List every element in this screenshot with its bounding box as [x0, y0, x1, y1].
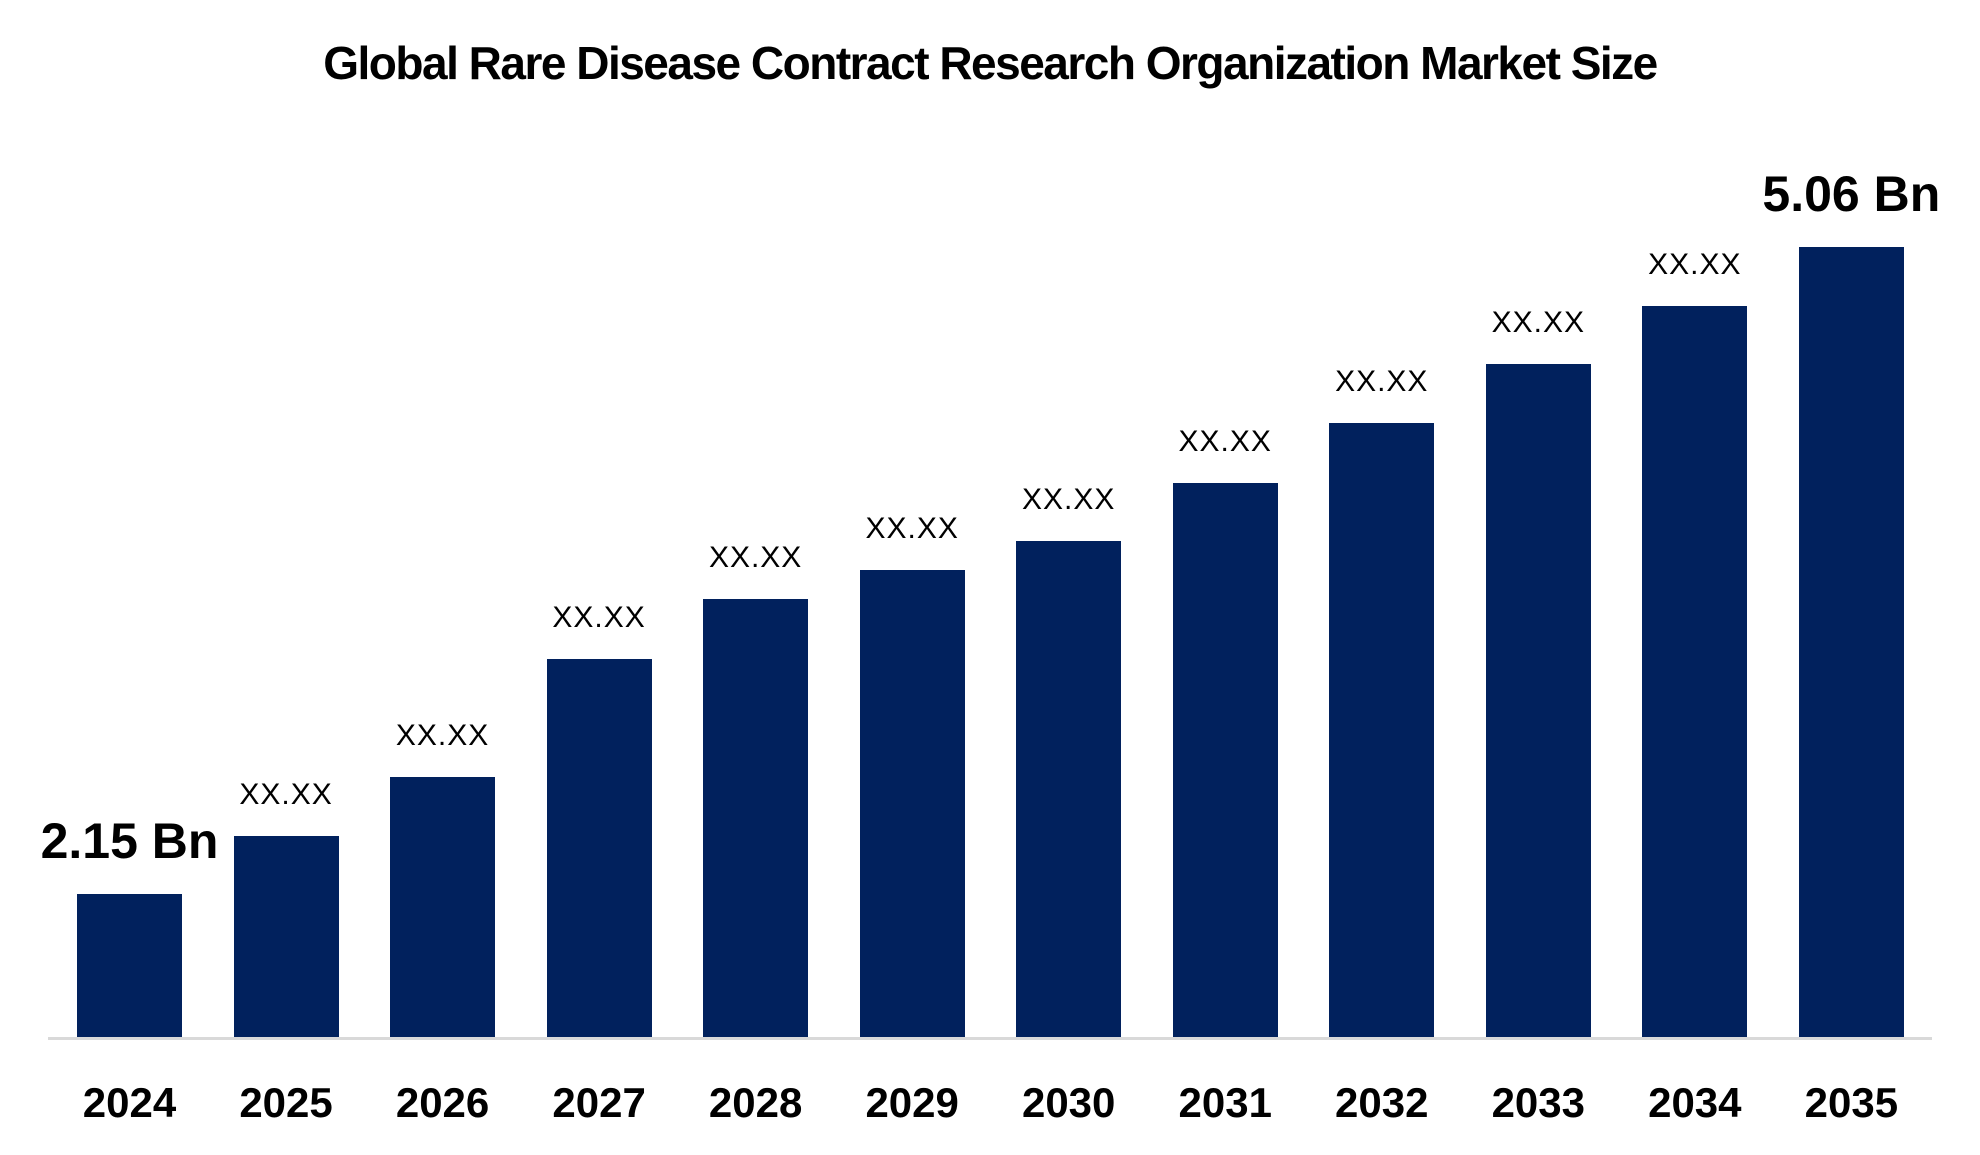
bar-column: XX.XX 2025: [233, 778, 339, 1124]
bar-column: XX.XX 2027: [546, 601, 652, 1124]
bar-column: 2.15 Bn 2024: [41, 816, 219, 1124]
bar-value-label: XX.XX: [1648, 248, 1742, 281]
x-axis-tick-label: 2032: [1335, 1079, 1429, 1126]
bar: [546, 659, 652, 1038]
bar: [233, 836, 339, 1038]
bar-value-label: XX.XX: [552, 601, 646, 634]
bar-value-label: XX.XX: [865, 512, 959, 545]
x-axis-tick-label: 2033: [1491, 1079, 1585, 1126]
bar-column: XX.XX 2026: [390, 719, 496, 1124]
bar: [703, 599, 809, 1038]
bar-column: XX.XX 2031: [1172, 425, 1278, 1124]
bar-value-label: 2.15 Bn: [40, 813, 219, 869]
bar-value-label: XX.XX: [1022, 483, 1116, 516]
bar-column: 5.06 Bn 2035: [1762, 169, 1940, 1124]
x-axis-tick-label: 2025: [239, 1079, 333, 1126]
x-axis-tick-label: 2026: [395, 1079, 490, 1126]
bar: [1172, 483, 1278, 1038]
bar: [1798, 247, 1904, 1038]
bars-row: 2.15 Bn 2024 XX.XX 2025 XX.XX 2026 XX.XX 2027 XX…: [41, 0, 1941, 1124]
bar-value-label: XX.XX: [395, 719, 490, 752]
bar-value-label: 5.06 Bn: [1762, 166, 1941, 222]
bar-column: XX.XX 2029: [859, 512, 965, 1124]
bar-value-label: XX.XX: [239, 778, 333, 811]
bar: [1642, 306, 1748, 1038]
x-axis-tick-label: 2031: [1178, 1079, 1272, 1126]
x-axis-tick-label: 2029: [865, 1079, 959, 1126]
x-axis-tick-label: 2027: [552, 1079, 646, 1126]
x-axis-tick-label: 2030: [1021, 1079, 1116, 1126]
bar-value-label: XX.XX: [1178, 425, 1272, 458]
bar-value-label: XX.XX: [1335, 365, 1429, 398]
x-axis-tick-label: 2028: [708, 1079, 803, 1126]
bar-value-label: XX.XX: [1491, 306, 1585, 339]
bar: [1016, 541, 1122, 1038]
x-axis-tick-label: 2034: [1648, 1079, 1742, 1126]
bar-column: XX.XX 2034: [1642, 248, 1748, 1124]
bar: [859, 570, 965, 1038]
bar-column: XX.XX 2028: [703, 541, 809, 1124]
bar-value-label: XX.XX: [708, 541, 803, 574]
x-axis-tick-label: 2024: [82, 1079, 177, 1126]
bar: [77, 894, 182, 1038]
bar-column: XX.XX 2032: [1329, 365, 1435, 1124]
x-axis-tick-label: 2035: [1804, 1079, 1899, 1126]
bar: [390, 777, 496, 1038]
x-axis-line: [48, 1037, 1932, 1040]
bar: [1485, 364, 1591, 1038]
chart-title: Global Rare Disease Contract Research Or…: [323, 37, 1658, 89]
bar-column: XX.XX 2030: [1016, 483, 1122, 1124]
bar-column: XX.XX 2033: [1485, 306, 1591, 1124]
bar: [1329, 423, 1435, 1038]
